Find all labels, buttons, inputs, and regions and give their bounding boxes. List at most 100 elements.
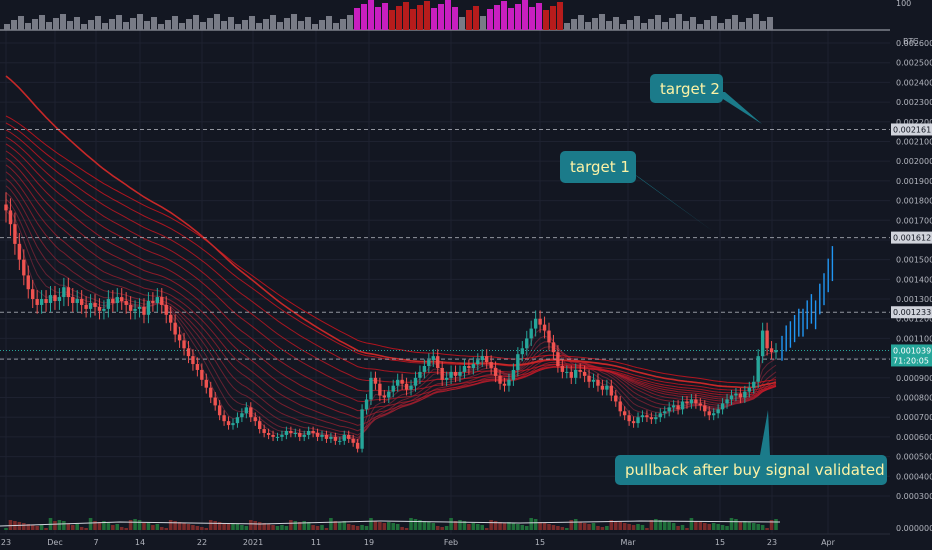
volume-bar [729, 518, 734, 530]
volume-bar [502, 523, 507, 530]
volume-bar [395, 524, 400, 530]
candle-body [164, 304, 168, 315]
candle-body [444, 377, 449, 380]
volume-bar [760, 525, 765, 530]
price-levels [0, 128, 890, 360]
signal-bar [550, 6, 556, 30]
signal-bar [627, 20, 633, 30]
signal-bar [270, 15, 276, 30]
signal-bar [466, 10, 472, 30]
time-tick-label: 14 [135, 538, 145, 547]
volume-bar [297, 522, 302, 530]
signal-bar [263, 19, 269, 30]
candle-body [17, 243, 22, 260]
candle-body [155, 297, 160, 303]
volume-bar [342, 521, 347, 530]
volume-bar [271, 525, 275, 530]
candle-body [284, 431, 289, 435]
volume-bar [680, 525, 685, 530]
ribbon-line [5, 178, 777, 432]
signal-bar [648, 19, 654, 30]
time-tick-label: 11 [311, 538, 321, 547]
volume-bar [75, 524, 79, 530]
volume-bar [738, 522, 743, 530]
pullback-text: pullback after buy signal validated [625, 461, 885, 479]
volume-bar [204, 528, 209, 530]
volume-bar [338, 522, 342, 530]
volume-bar [609, 520, 614, 530]
signal-bar [753, 14, 759, 30]
candle-body [302, 434, 306, 437]
time-tick-label: 15 [715, 538, 725, 547]
volume-bar [97, 522, 102, 530]
volume-bar [605, 526, 609, 530]
candle-body [186, 348, 191, 357]
price-level-tag [891, 123, 932, 136]
price-tick-label: 0.000500 [896, 453, 932, 462]
volume-bar [275, 526, 280, 530]
top-panel-max-label: 100 [896, 0, 911, 8]
volume-bar [422, 521, 427, 530]
volume-bar [57, 520, 62, 530]
volume-bar [240, 525, 244, 530]
ribbon-line [5, 198, 777, 441]
volume-bar [645, 528, 649, 530]
price-level-label: 0.002161 [893, 125, 931, 134]
candle-body [97, 306, 102, 311]
price-tick-label: 0.000300 [896, 492, 932, 501]
candle-body [422, 366, 427, 372]
candle-body [663, 411, 667, 414]
volume-bar [217, 522, 222, 530]
volume-bar [578, 522, 582, 530]
candle-body [191, 356, 195, 365]
volume-bar [547, 524, 551, 530]
volume-bar [186, 524, 191, 530]
candle-body [22, 259, 26, 276]
candle-body [667, 407, 671, 412]
volume-bar [284, 526, 289, 530]
volume-bar [182, 523, 186, 530]
volume-bar [360, 525, 364, 530]
signal-bar [578, 15, 584, 30]
signal-bar [452, 7, 458, 30]
candle-body [266, 432, 271, 435]
candle-body [627, 415, 631, 422]
signal-bar [207, 18, 213, 30]
volume-bar [128, 520, 133, 530]
time-tick-label: Mar [620, 538, 636, 547]
signal-bar [697, 24, 703, 30]
candle-body [698, 403, 703, 406]
price-tick-label: 0.002100 [896, 137, 932, 146]
price-tick-label: 0.000400 [896, 472, 932, 481]
candle-body [66, 287, 71, 298]
candle-body [369, 377, 373, 400]
candle-body [258, 421, 262, 430]
candle-body [743, 391, 747, 398]
candle-body [587, 375, 591, 382]
signal-bar [312, 24, 318, 30]
candle-body [347, 434, 351, 439]
signal-bar [543, 10, 549, 30]
volume-bar [703, 523, 707, 530]
candle-body [195, 364, 200, 370]
volume-bar [493, 521, 498, 530]
price-tick-label: 0.002200 [896, 118, 932, 127]
volume-bar [4, 528, 8, 530]
volume-bar [302, 521, 306, 530]
callout-leaders [628, 92, 770, 455]
candle-body [13, 224, 17, 244]
candle-body [79, 299, 84, 305]
candlesticks [4, 192, 778, 453]
candle-body [280, 434, 284, 437]
volume-bar [524, 526, 529, 530]
candle-body [640, 415, 645, 418]
candle-body [111, 299, 115, 303]
candle-body [133, 308, 137, 311]
candle-body [418, 371, 422, 378]
candle-body [120, 297, 124, 302]
candle-body [333, 436, 338, 441]
ribbon-line [5, 122, 777, 388]
volume-bar [444, 526, 449, 530]
signal-bar [515, 4, 521, 30]
candle-body [622, 411, 627, 416]
